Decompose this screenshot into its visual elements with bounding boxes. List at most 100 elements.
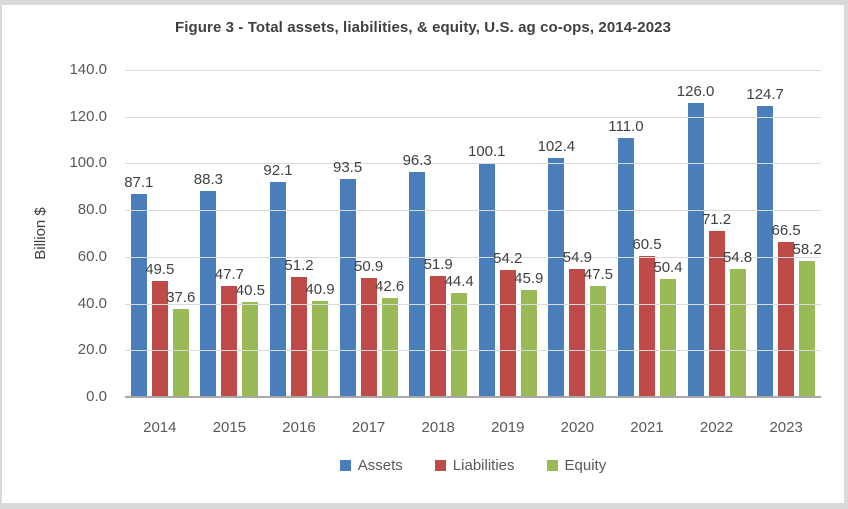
gridline — [125, 163, 821, 165]
bar-liabilities-2015: 47.7 — [215, 266, 244, 397]
bar-liabilities-2018: 51.9 — [424, 256, 453, 397]
legend-swatch-liabilities — [434, 460, 446, 471]
x-tick-label-2018: 2018 — [421, 419, 455, 436]
bar-equity-2021: 50.4 — [653, 259, 683, 397]
legend-item-assets: Assets — [339, 457, 403, 474]
gridline — [125, 116, 821, 118]
y-tick-label: 0.0 — [86, 388, 107, 405]
bar-liabilities-2020: 54.9 — [563, 249, 592, 397]
plot-area: 87.1 49.5 37.6 88.3 47.7 40.5 92.1 51.2 40.9 93.5… — [124, 70, 822, 398]
data-label-assets-2015: 88.3 — [193, 170, 223, 188]
y-tick-label: 60.0 — [77, 247, 107, 265]
data-label-liabilities-2016: 51.2 — [284, 257, 314, 275]
data-label-equity-2015: 40.5 — [235, 282, 265, 300]
x-tick-label-2022: 2022 — [699, 419, 734, 436]
y-axis-ticks: 0.0 20.0 40.0 60.0 80.0 100.0 120.0 140.0 — [2, 61, 115, 405]
data-label-liabilities-2020: 54.9 — [562, 248, 592, 266]
legend-item-equity: Equity — [546, 457, 607, 474]
data-label-assets-2023: 124.7 — [746, 85, 784, 103]
data-label-liabilities-2022: 71.2 — [701, 210, 732, 228]
bar-assets-2023: 124.7 — [746, 86, 784, 397]
bar-equity-2019: 45.9 — [514, 270, 543, 397]
data-label-equity-2020: 47.5 — [583, 266, 613, 284]
bar-liabilities-2014: 49.5 — [145, 261, 174, 397]
bar-equity-2022: 54.8 — [723, 249, 752, 397]
chart-title: Figure 3 - Total assets, liabilities, & … — [174, 19, 672, 36]
bar-group-2020: 102.4 54.9 47.5 — [538, 70, 613, 397]
bar-group-2015: 88.3 47.7 40.5 — [193, 70, 265, 397]
bar-equity-2015: 40.5 — [236, 282, 265, 397]
x-tick-label-2014: 2014 — [143, 419, 177, 436]
data-label-assets-2014: 87.1 — [124, 173, 154, 191]
bar-assets-2019: 100.1 — [468, 143, 506, 397]
data-label-equity-2017: 42.6 — [374, 277, 405, 295]
bar-assets-2021: 111.0 — [608, 118, 644, 397]
data-label-equity-2018: 44.4 — [444, 273, 474, 291]
bar-group-2023: 124.7 66.5 58.2 — [746, 70, 822, 397]
data-label-liabilities-2019: 54.2 — [493, 250, 523, 268]
data-label-equity-2021: 50.4 — [653, 259, 683, 277]
bar-assets-2020: 102.4 — [538, 138, 575, 397]
data-label-equity-2019: 45.9 — [514, 269, 544, 287]
bar-liabilities-2016: 51.2 — [284, 257, 314, 397]
bar-liabilities-2017: 50.9 — [354, 258, 383, 397]
bar-group-2014: 87.1 49.5 37.6 — [124, 70, 195, 397]
legend-item-liabilities: Liabilities — [434, 457, 515, 474]
bar-group-2018: 96.3 51.9 44.4 — [403, 70, 474, 397]
x-tick-label-2019: 2019 — [491, 419, 525, 436]
bar-liabilities-2022: 71.2 — [702, 211, 731, 397]
data-label-assets-2021: 111.0 — [608, 117, 644, 135]
bar-equity-2014: 37.6 — [166, 289, 195, 397]
bar-group-2021: 111.0 60.5 50.4 — [608, 70, 683, 397]
y-tick-label: 140.0 — [69, 61, 107, 78]
bar-liabilities-2021: 60.5 — [632, 236, 662, 397]
y-tick-label: 80.0 — [77, 201, 107, 219]
bar-liabilities-2023: 66.5 — [772, 222, 801, 397]
bar-liabilities-2019: 54.2 — [493, 250, 522, 397]
gridline — [125, 303, 821, 305]
gridline — [125, 210, 821, 212]
x-tick-label-2015: 2015 — [212, 419, 247, 436]
bar-groups: 87.1 49.5 37.6 88.3 47.7 40.5 92.1 51.2 40.9 93.5… — [124, 70, 822, 397]
bar-assets-2018: 96.3 — [403, 152, 432, 397]
y-tick-label: 40.0 — [77, 294, 107, 312]
data-label-liabilities-2015: 47.7 — [214, 265, 244, 283]
data-label-equity-2016: 40.9 — [305, 281, 335, 299]
data-label-liabilities-2017: 50.9 — [353, 258, 384, 276]
legend-label-equity: Equity — [564, 457, 607, 474]
gridline — [125, 70, 821, 71]
y-tick-label: 20.0 — [77, 341, 107, 359]
legend-swatch-equity — [546, 460, 558, 471]
bar-equity-2018: 44.4 — [445, 273, 474, 397]
bar-equity-2020: 47.5 — [584, 266, 613, 397]
bar-equity-2016: 40.9 — [305, 281, 335, 397]
legend-swatch-assets — [339, 460, 351, 471]
data-label-assets-2019: 100.1 — [467, 143, 506, 161]
bar-group-2017: 93.5 50.9 42.6 — [333, 70, 404, 397]
bar-equity-2017: 42.6 — [375, 278, 404, 397]
bar-equity-2023: 58.2 — [793, 241, 822, 397]
x-tick-label-2021: 2021 — [630, 419, 664, 436]
y-tick-label: 100.0 — [69, 154, 107, 172]
data-label-equity-2023: 58.2 — [792, 241, 822, 259]
y-tick-label: 120.0 — [69, 107, 107, 125]
x-tick-label-2020: 2020 — [560, 419, 595, 436]
x-tick-label-2023: 2023 — [769, 419, 803, 436]
x-tick-label-2017: 2017 — [351, 419, 386, 436]
x-axis-labels: 2014 2015 2016 2017 2018 2019 2020 2021 2022 2023 — [125, 411, 821, 436]
bar-group-2016: 92.1 51.2 40.9 — [263, 70, 335, 397]
data-label-equity-2022: 54.8 — [722, 249, 753, 267]
bar-assets-2014: 87.1 — [124, 174, 153, 397]
data-label-liabilities-2014: 49.5 — [145, 261, 175, 279]
data-label-assets-2020: 102.4 — [537, 137, 576, 155]
bar-group-2019: 100.1 54.2 45.9 — [468, 70, 543, 397]
gridline — [125, 256, 821, 258]
bar-assets-2016: 92.1 — [263, 162, 293, 397]
x-axis-line — [125, 396, 821, 398]
data-label-assets-2022: 126.0 — [676, 82, 715, 100]
data-label-liabilities-2023: 66.5 — [771, 221, 801, 239]
bar-group-2022: 126.0 71.2 54.8 — [677, 70, 752, 397]
legend-label-liabilities: Liabilities — [452, 457, 515, 474]
data-label-assets-2018: 96.3 — [402, 152, 432, 170]
